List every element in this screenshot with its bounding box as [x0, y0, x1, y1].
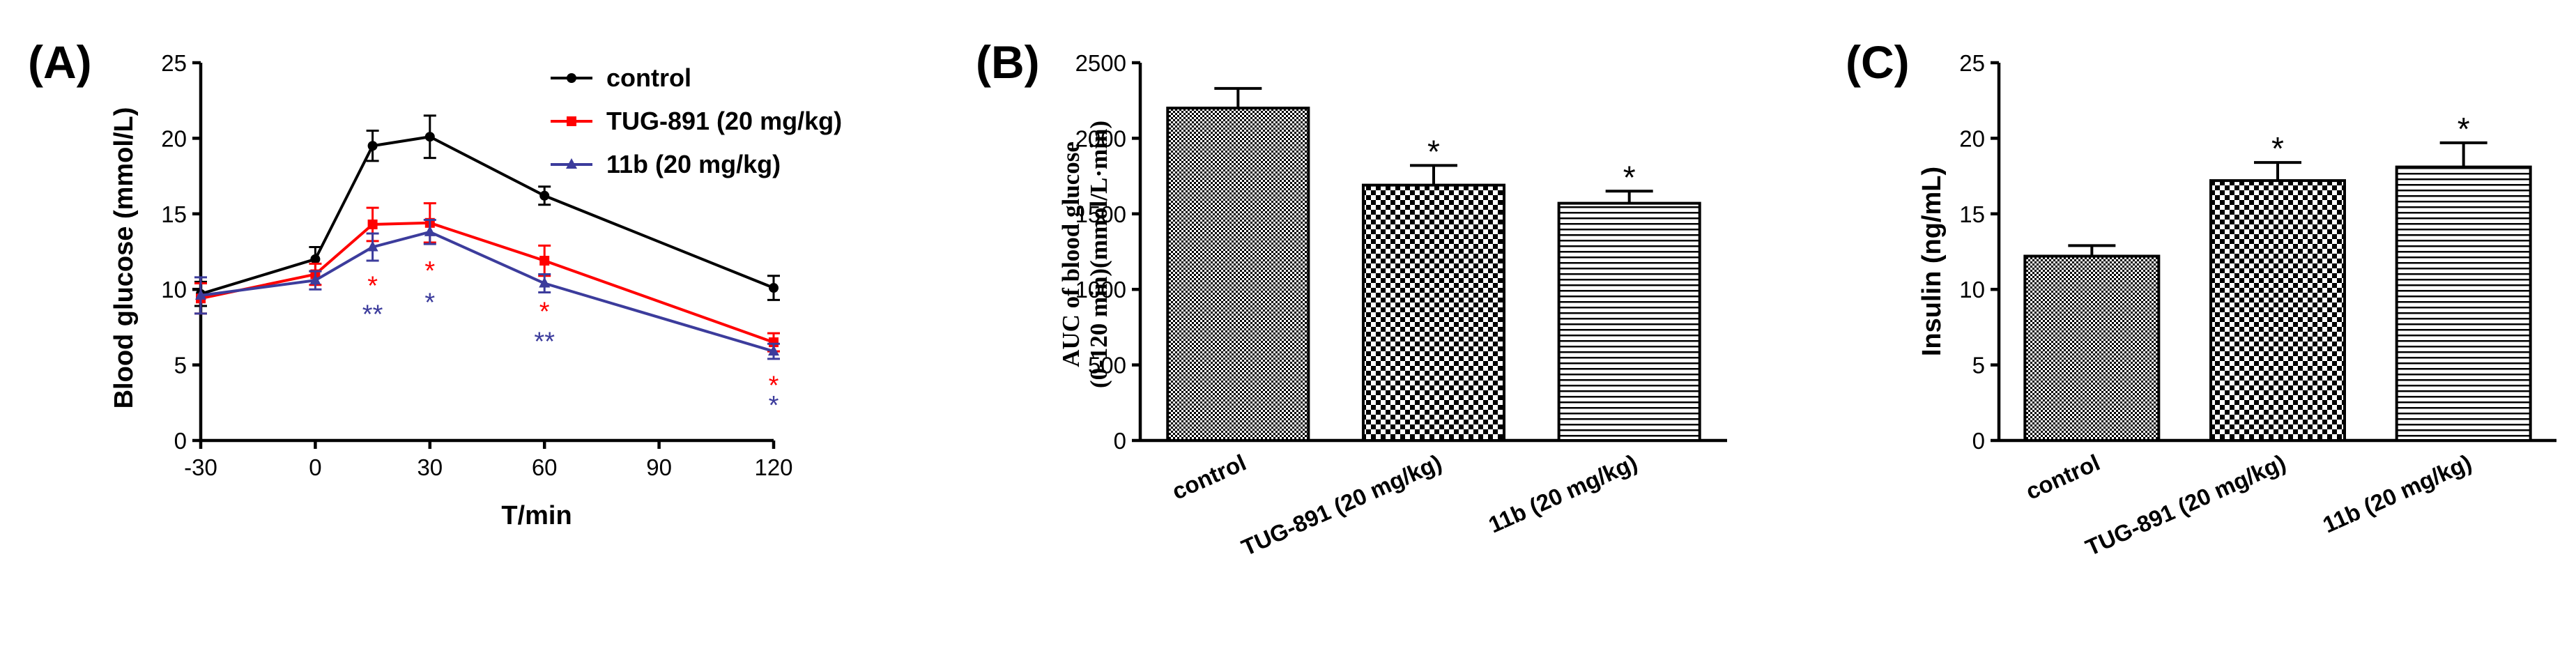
- panel-b-y-tick-label: 0: [1114, 428, 1126, 454]
- panel-b-label: (B): [976, 36, 1040, 88]
- panel-a-series-line: [200, 135, 774, 296]
- panel-b-y-axis-title-line2: (0-120 min)(mmol/L·min): [1085, 121, 1112, 388]
- panel-c-bar-chart: (C) Insulin (ng/mL) 0 5 10 15 20 25 control * T…: [1846, 36, 2556, 560]
- panel-a-data-point: [539, 190, 550, 201]
- panel-b-y-tick-label: 1000: [1075, 277, 1126, 302]
- panel-b-bar: [1557, 201, 1701, 442]
- panel-c-category-label: TUG-891 (20 mg/kg): [2082, 450, 2290, 561]
- panel-b-category-label: TUG-891 (20 mg/kg): [1238, 450, 1446, 561]
- panel-a-y-tick-label: 20: [161, 125, 187, 151]
- panel-a-series-line: [200, 230, 774, 353]
- panel-a-y-tick-label: 5: [174, 353, 187, 378]
- panel-a-significance-mark: *: [769, 391, 779, 420]
- panel-a-series-0: [194, 114, 780, 307]
- panel-a-label: (A): [28, 36, 92, 88]
- panel-a-significance-mark: *: [424, 256, 435, 286]
- panel-a-significance-mark: **: [534, 328, 555, 357]
- panel-c-y-tick-label: 20: [1959, 125, 1985, 151]
- panel-a-data-point: [310, 254, 321, 264]
- panel-b-y-axis-title-line1: AUC of blood glucose: [1057, 141, 1084, 367]
- panel-c-bar: [2023, 254, 2161, 442]
- panel-a-legend-item: 11b (20 mg/kg): [551, 150, 781, 178]
- panel-c-y-tick-label: 15: [1959, 201, 1985, 227]
- panel-a-data-point: [424, 225, 436, 236]
- panel-a-legend-label: control: [606, 63, 691, 92]
- panel-a-series-1: [194, 202, 780, 353]
- panel-a-significance-mark: *: [769, 371, 779, 401]
- panel-a-legend-label: 11b (20 mg/kg): [606, 150, 781, 178]
- panel-a-legend-label: TUG-891 (20 mg/kg): [606, 107, 842, 135]
- panel-c-label: (C): [1846, 36, 1910, 88]
- panel-c-y-tick-label: 10: [1959, 277, 1985, 302]
- panel-b-y-tick-label: 1500: [1075, 201, 1126, 227]
- panel-b-y-tick-label: 2500: [1075, 50, 1126, 76]
- panel-a-data-point: [309, 274, 321, 285]
- panel-a-significance-mark: *: [367, 272, 378, 301]
- panel-b-significance-mark: *: [1623, 159, 1636, 195]
- panel-a-legend-marker: [567, 116, 576, 126]
- panel-a-legend-item: control: [551, 63, 691, 92]
- panel-a-data-point: [539, 256, 550, 266]
- panel-c-significance-mark: *: [2458, 111, 2470, 147]
- panel-a-legend-marker: [566, 158, 577, 169]
- panel-c-bar-group: * 11b (20 mg/kg): [2319, 111, 2532, 538]
- panel-c-y-axis-title: Insulin (ng/mL): [1917, 167, 1947, 356]
- panel-a-y-tick-label: 15: [161, 201, 187, 227]
- panel-b-bar-group: * 11b (20 mg/kg): [1485, 159, 1701, 538]
- panel-c-significance-mark: *: [2271, 130, 2284, 167]
- panel-c-bar: [2209, 179, 2346, 442]
- panel-a-x-tick-label: 120: [754, 454, 792, 480]
- panel-a-significance-mark: **: [362, 300, 383, 330]
- panel-a-data-point: [195, 289, 206, 300]
- panel-a-significance-mark: *: [539, 297, 550, 326]
- panel-b-category-label: control: [1168, 450, 1250, 505]
- panel-a-x-tick-label: -30: [184, 454, 217, 480]
- panel-c-y-tick-label: 0: [1972, 428, 1985, 454]
- panel-a-significance-mark: *: [424, 288, 435, 317]
- panel-a-y-tick-label: 10: [161, 277, 187, 302]
- panel-c-bar-group: control: [2022, 244, 2161, 505]
- panel-a-legend-item: TUG-891 (20 mg/kg): [551, 107, 842, 135]
- panel-b-category-label: 11b (20 mg/kg): [1485, 450, 1641, 538]
- panel-c-category-label: control: [2022, 450, 2103, 505]
- panel-a-x-tick-label: 0: [309, 454, 321, 480]
- panel-c-y-tick-label: 25: [1959, 50, 1985, 76]
- panel-a-data-point: [367, 141, 378, 151]
- panel-a-y-tick-label: 0: [174, 428, 187, 454]
- panel-a-data-point: [539, 277, 551, 288]
- panel-b-y-tick-label: 2000: [1075, 125, 1126, 151]
- panel-b-bar: [1166, 107, 1310, 442]
- panel-c-category-label: 11b (20 mg/kg): [2319, 450, 2475, 538]
- panel-a-data-point: [769, 283, 779, 293]
- panel-a-data-point: [424, 132, 435, 142]
- panel-c-y-tick-label: 5: [1972, 353, 1985, 378]
- panel-a-series-2: [194, 218, 780, 360]
- panel-a-x-tick-label: 30: [417, 454, 443, 480]
- panel-a-x-tick-label: 60: [532, 454, 558, 480]
- panel-a-legend-marker: [567, 73, 576, 83]
- panel-a-y-tick-label: 25: [161, 50, 187, 76]
- panel-a-line-chart: (A) Blood glucose (mmol/L) T/min 0 5 10 15 2…: [28, 36, 842, 530]
- panel-a-series-line: [200, 221, 774, 344]
- panel-a-data-point: [367, 240, 378, 252]
- panel-b-significance-mark: *: [1427, 133, 1440, 169]
- panel-b-y-tick-label: 500: [1088, 353, 1126, 378]
- panel-b-bar-group: control: [1166, 86, 1310, 505]
- panel-b-bar: [1361, 183, 1506, 442]
- panel-c-bar: [2395, 165, 2532, 442]
- panel-a-y-axis-title: Blood glucose (mmol/L): [109, 107, 139, 409]
- panel-a-x-tick-label: 90: [646, 454, 672, 480]
- panel-a-data-point: [768, 345, 779, 356]
- panel-b-bar-chart: (B) AUC of blood glucose (0-120 min)(mmo…: [976, 36, 1727, 560]
- panel-a-data-point: [367, 219, 378, 229]
- panel-a-x-axis-title: T/min: [501, 501, 572, 530]
